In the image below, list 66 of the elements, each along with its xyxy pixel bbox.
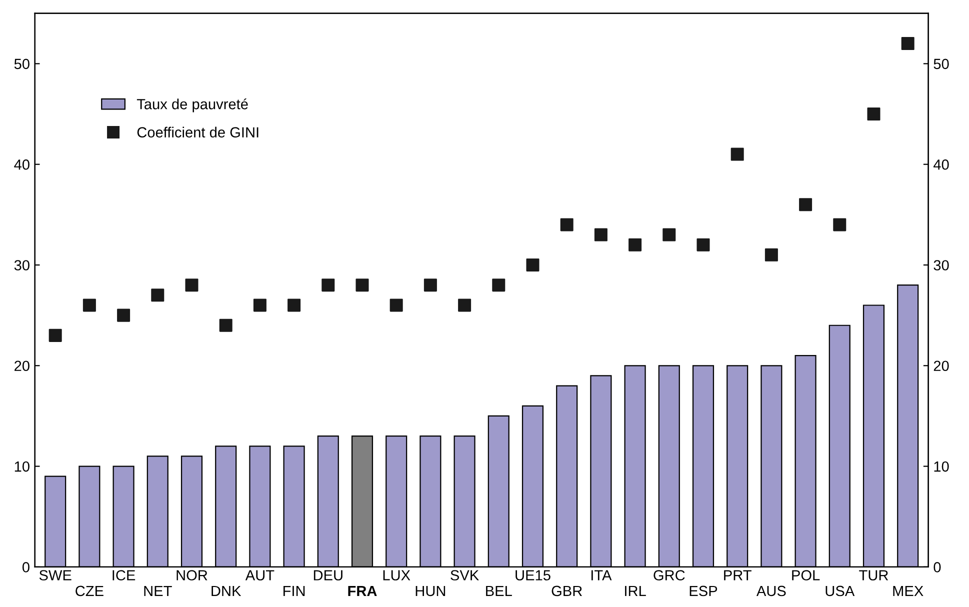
- point: [151, 288, 164, 302]
- point: [594, 228, 608, 242]
- x-tick-label: MEX: [893, 586, 924, 596]
- x-tick-label: LUX: [383, 570, 410, 580]
- legend-label: Taux de pauvreté: [136, 98, 248, 112]
- y2-tick-label: 40: [934, 159, 949, 170]
- point: [424, 278, 437, 292]
- point: [799, 198, 812, 212]
- point: [901, 37, 914, 50]
- x-tick-label: DEU: [314, 570, 342, 580]
- y-tick-label: 0: [22, 562, 30, 572]
- y2-tick-label: 10: [934, 461, 949, 472]
- x-tick-label: ICE: [112, 570, 136, 580]
- point: [82, 298, 96, 312]
- x-tick-label: UE15: [516, 570, 550, 580]
- point: [628, 238, 642, 252]
- x-tick-label: NET: [144, 586, 172, 596]
- y-tick-label: 40: [14, 159, 30, 170]
- point: [696, 238, 710, 252]
- point: [185, 278, 198, 292]
- point: [662, 228, 676, 242]
- point: [390, 298, 403, 312]
- x-tick-label: ITA: [591, 570, 612, 580]
- y-tick-label: 30: [14, 260, 30, 270]
- x-tick-label: POL: [792, 570, 820, 580]
- point: [730, 148, 744, 161]
- y-tick-label: 50: [14, 58, 30, 70]
- y-tick-label: 20: [14, 360, 30, 372]
- x-tick-label: PRT: [724, 570, 752, 580]
- point: [253, 298, 266, 312]
- point: [288, 298, 301, 312]
- point: [458, 298, 472, 312]
- x-tick-label: FRA: [348, 586, 377, 596]
- x-tick-label: AUT: [245, 570, 274, 580]
- point: [48, 328, 62, 342]
- x-tick-label: CZE: [76, 586, 104, 596]
- x-tick-label: GBR: [552, 586, 582, 596]
- x-tick-label: SVK: [450, 570, 479, 580]
- point: [833, 218, 846, 232]
- x-tick-label: IRL: [625, 586, 646, 596]
- x-tick-label: GRC: [654, 570, 685, 580]
- point: [356, 278, 369, 292]
- x-tick-label: HUN: [416, 586, 446, 596]
- point: [117, 308, 130, 322]
- point: [526, 258, 540, 272]
- x-tick-label: FIN: [283, 586, 305, 596]
- x-tick-label: BEL: [486, 586, 512, 596]
- y-tick-label: 10: [14, 461, 30, 472]
- point: [867, 108, 880, 121]
- x-tick-label: NOR: [176, 570, 208, 580]
- point: [764, 248, 778, 262]
- x-tick-label: AUS: [756, 586, 786, 596]
- x-tick-label: ESP: [690, 586, 718, 596]
- x-tick-label: TUR: [859, 570, 888, 580]
- x-tick-label: SWE: [39, 570, 72, 580]
- y2-tick-label: 30: [934, 260, 949, 270]
- point: [560, 218, 574, 232]
- point: [219, 318, 232, 332]
- y2-tick-label: 0: [934, 562, 941, 572]
- x-tick-label: DNK: [212, 586, 242, 596]
- point: [492, 278, 506, 292]
- point: [322, 278, 335, 292]
- legend-label: Coefficient de GINI: [137, 126, 258, 138]
- y2-tick-label: 20: [934, 360, 949, 372]
- y2-tick-label: 50: [934, 58, 949, 70]
- x-tick-label: USA: [826, 586, 855, 596]
